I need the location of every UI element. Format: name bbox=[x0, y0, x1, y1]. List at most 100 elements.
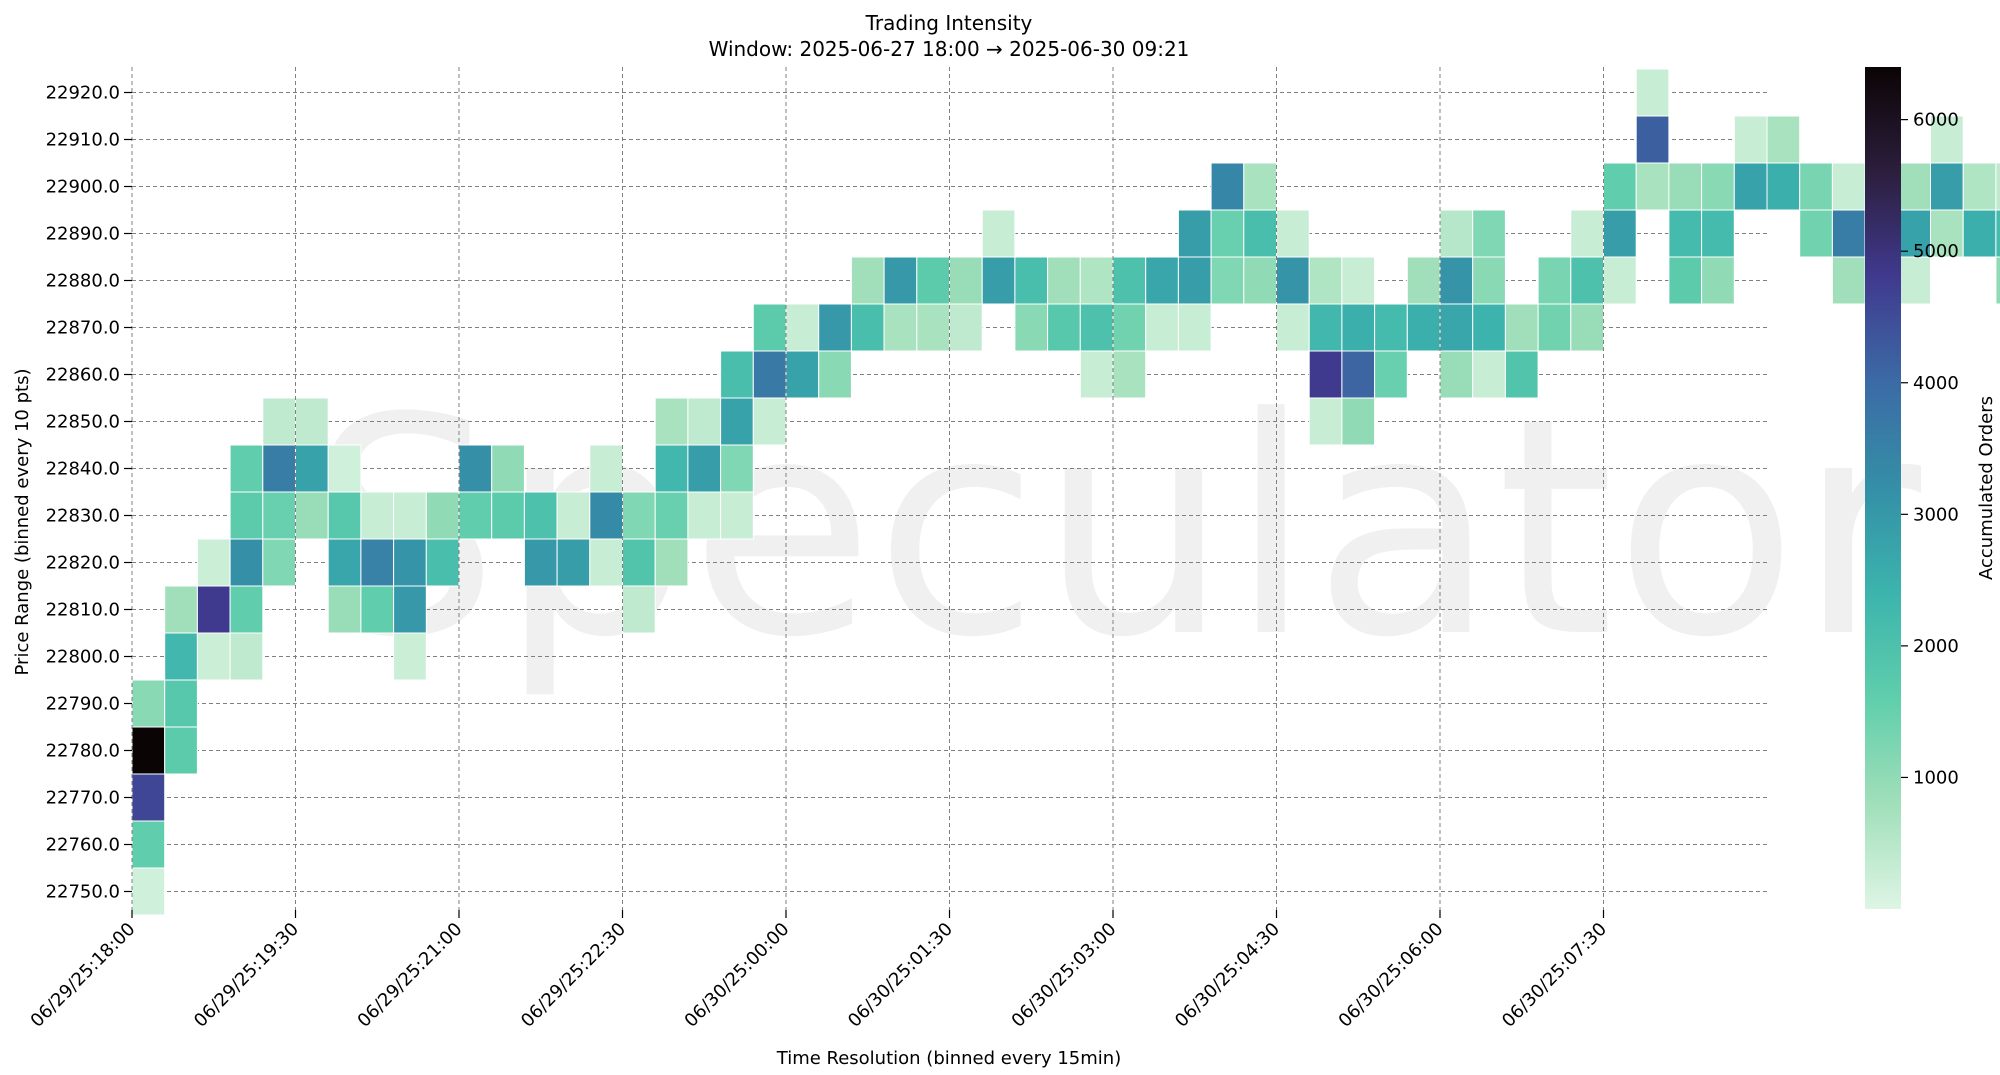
heatmap-cell bbox=[818, 350, 852, 399]
heatmap-cell bbox=[589, 538, 623, 587]
heatmap-cell bbox=[1308, 303, 1343, 352]
heatmap-cell bbox=[262, 397, 296, 446]
heatmap-cell bbox=[1406, 256, 1441, 305]
heatmap-cell bbox=[229, 632, 264, 681]
y-tick-label: 22850.0 bbox=[46, 412, 120, 433]
x-grid-lines bbox=[131, 67, 1604, 910]
heatmap-cell bbox=[1962, 209, 1997, 258]
heatmap-cell bbox=[1177, 303, 1212, 352]
heatmap-cell bbox=[131, 726, 166, 775]
heatmap-cell bbox=[1733, 162, 1768, 211]
heatmap-cell bbox=[1831, 162, 1866, 211]
heatmap-cell bbox=[1047, 303, 1081, 352]
heatmap-cell bbox=[687, 491, 722, 540]
heatmap-cell bbox=[1112, 256, 1147, 305]
heatmap-cell bbox=[196, 585, 231, 634]
x-tick-label: 06/30/25:06:00 bbox=[1335, 919, 1448, 1032]
x-tick-label: 06/30/25:07:30 bbox=[1498, 919, 1611, 1032]
heatmap-cell bbox=[1504, 303, 1539, 352]
heatmap-cell bbox=[1995, 162, 2000, 211]
heatmap-cell bbox=[818, 303, 852, 352]
colorbar-tick-label: 3000 bbox=[1913, 504, 1959, 525]
x-tick-label: 06/29/25:22:30 bbox=[517, 919, 630, 1032]
heatmap-cell bbox=[916, 256, 950, 305]
heatmap-cell bbox=[720, 350, 754, 399]
heatmap-cell bbox=[458, 444, 493, 493]
heatmap-cell bbox=[1341, 256, 1376, 305]
heatmap-cell bbox=[1962, 162, 1997, 211]
heatmap-cell bbox=[1341, 350, 1376, 399]
heatmap-cell bbox=[1472, 303, 1506, 352]
y-tick-label: 22920.0 bbox=[46, 83, 120, 104]
heatmap-cell bbox=[458, 491, 493, 540]
heatmap-cell bbox=[687, 397, 722, 446]
heatmap-cell bbox=[1799, 162, 1833, 211]
heatmap-cell bbox=[131, 867, 166, 916]
heatmap-cell bbox=[229, 491, 264, 540]
heatmap-cell bbox=[1537, 256, 1572, 305]
y-tick-label: 22880.0 bbox=[46, 271, 120, 292]
heatmap-cell bbox=[164, 726, 198, 775]
heatmap-cell bbox=[1308, 397, 1343, 446]
heatmap-cell bbox=[262, 538, 296, 587]
heatmap-cell bbox=[654, 538, 689, 587]
heatmap-cell bbox=[1537, 303, 1572, 352]
x-tick-label: 06/30/25:03:00 bbox=[1008, 919, 1121, 1032]
y-tick-label: 22860.0 bbox=[46, 365, 120, 386]
y-tick-label: 22910.0 bbox=[46, 130, 120, 151]
heatmap-cell bbox=[916, 303, 950, 352]
heatmap-cell bbox=[393, 538, 427, 587]
heatmap-cell bbox=[1079, 256, 1114, 305]
chart-title: Trading Intensity bbox=[865, 11, 1033, 35]
heatmap-cell bbox=[1897, 256, 1932, 305]
heatmap-cell bbox=[1439, 256, 1474, 305]
heatmap-cell bbox=[1995, 209, 2000, 258]
y-tick-label: 22800.0 bbox=[46, 647, 120, 668]
heatmap-cell bbox=[1897, 162, 1932, 211]
heatmap-cell bbox=[720, 397, 754, 446]
heatmap-cell bbox=[687, 444, 722, 493]
heatmap-cell bbox=[785, 350, 820, 399]
heatmap-cell bbox=[393, 491, 427, 540]
heatmap-cell bbox=[327, 444, 362, 493]
heatmap-cell bbox=[1570, 303, 1605, 352]
heatmap-cell bbox=[1668, 209, 1703, 258]
heatmap-cell bbox=[1308, 256, 1343, 305]
heatmap-cell bbox=[1603, 162, 1637, 211]
heatmap-cell bbox=[164, 679, 198, 728]
heatmap-cell bbox=[1472, 350, 1506, 399]
heatmap-cell bbox=[523, 491, 558, 540]
heatmap-cell bbox=[1733, 115, 1768, 164]
x-tick-label: 06/30/25:04:30 bbox=[1171, 919, 1284, 1032]
heatmap-cell bbox=[131, 679, 166, 728]
heatmap-cell bbox=[229, 585, 264, 634]
heatmap-cell bbox=[1276, 303, 1310, 352]
heatmap-cell bbox=[393, 632, 427, 681]
heatmap-cell bbox=[1145, 256, 1179, 305]
heatmap-cell bbox=[949, 256, 983, 305]
x-tick-label: 06/30/25:00:00 bbox=[681, 919, 794, 1032]
heatmap-cell bbox=[1603, 256, 1637, 305]
y-tick-label: 22870.0 bbox=[46, 318, 120, 339]
heatmap-cell bbox=[720, 491, 754, 540]
heatmap-cell bbox=[622, 538, 656, 587]
y-tick-label: 22840.0 bbox=[46, 459, 120, 480]
heatmap-cell bbox=[1570, 256, 1605, 305]
heatmap-cell bbox=[1472, 209, 1506, 258]
heatmap-cell bbox=[196, 632, 231, 681]
heatmap-cell bbox=[1243, 209, 1278, 258]
heatmap-cell bbox=[1831, 209, 1866, 258]
heatmap-cell bbox=[1439, 350, 1474, 399]
heatmap-cell bbox=[196, 538, 231, 587]
heatmap-cell bbox=[1112, 303, 1147, 352]
heatmap-cell bbox=[1276, 209, 1310, 258]
heatmap-cell bbox=[1177, 209, 1212, 258]
heatmap-cell bbox=[1014, 303, 1049, 352]
y-tick-label: 22810.0 bbox=[46, 600, 120, 621]
heatmap-cell bbox=[229, 538, 264, 587]
y-tick-label: 22790.0 bbox=[46, 694, 120, 715]
heatmap-cell bbox=[164, 632, 198, 681]
heatmap-cell bbox=[1635, 115, 1670, 164]
colorbar-tick-label: 6000 bbox=[1913, 110, 1959, 131]
